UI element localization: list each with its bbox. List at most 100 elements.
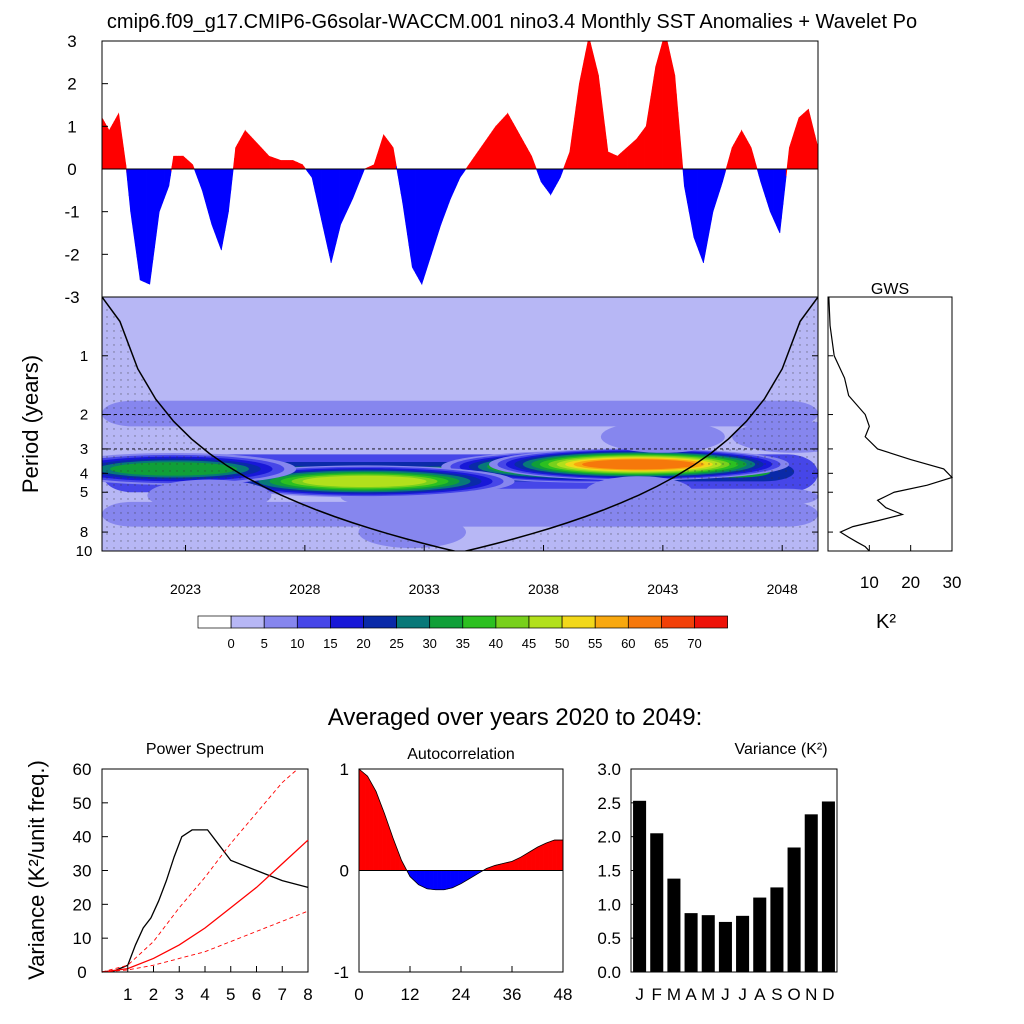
y-tick-label: 1.0 [597, 895, 621, 914]
variance-bar [770, 887, 784, 972]
anomaly-fill [102, 41, 818, 286]
autocorrelation-segment [552, 839, 555, 871]
autocorrelation-segment [518, 856, 521, 871]
wavelet-contour [582, 459, 696, 470]
autocorrelation-segment [456, 870, 460, 887]
wavelet-y-ticks: 1 2 3 4 5 8 10 [76, 348, 818, 560]
anomaly-panel: 3 2 1 0 -1 -2 -3 [64, 32, 819, 307]
colorbar-swatch [363, 615, 397, 629]
autocorrelation-segment [513, 858, 517, 871]
autocorrelation-segment [367, 775, 370, 871]
y-tick-label: 1.5 [597, 862, 621, 881]
x-tick-label: O [787, 985, 800, 1004]
variance-bar [633, 800, 647, 972]
autocorrelation-segment [535, 846, 538, 871]
gws-frame [827, 296, 953, 552]
x-tick-label: N [805, 985, 817, 1004]
gws-x-label: K² [876, 611, 896, 633]
y-tick-label: -3 [64, 288, 79, 307]
autocorrelation-segment [554, 839, 557, 871]
y-tick-label: 20 [73, 895, 92, 914]
colorbar-label: 0 [227, 636, 234, 651]
spectrum-line-spectrum [101, 829, 309, 973]
cone-of-influence-line [102, 297, 818, 551]
autocorrelation-segment [545, 841, 549, 871]
colorbar-swatch [296, 615, 331, 629]
variance-bar [753, 897, 767, 972]
autocorrelation-segment [526, 851, 530, 871]
colorbar-swatch [528, 615, 563, 629]
y-tick-label: 10 [76, 543, 93, 560]
anomaly-area-segment [192, 164, 195, 170]
autocorrelation-segment [384, 813, 387, 871]
autocorrelation-segment [445, 870, 449, 890]
x-tick-label: F [652, 985, 662, 1004]
colorbar-swatch [495, 615, 530, 629]
colorbar-label: 15 [323, 636, 337, 651]
autocorrelation-segment [511, 859, 515, 871]
anomaly-area-segment [231, 168, 234, 180]
x-tick-label: 2043 [647, 581, 678, 597]
anomaly-y-ticks: 3 2 1 0 -1 -2 -3 [64, 32, 108, 307]
wavelet-frame [101, 296, 819, 552]
autocorrelation-segment [373, 786, 377, 871]
colorbar-label: 50 [555, 636, 569, 651]
y-tick-label: 60 [73, 760, 92, 779]
autocorrelation-segment [388, 825, 392, 871]
y-tick-label: 4 [80, 465, 88, 482]
y-tick-label: 10 [73, 929, 92, 948]
colorbar-label: 55 [588, 636, 602, 651]
x-tick-label: 24 [452, 985, 471, 1004]
y-tick-label: 5 [80, 484, 88, 501]
power-spectrum-title: Power Spectrum [146, 741, 264, 758]
spectrum-line-red-noise [101, 839, 309, 973]
autocorrelation-segment [537, 845, 540, 871]
x-tick-label: 6 [252, 985, 261, 1004]
x-tick-label: 2048 [767, 581, 798, 597]
autocorrelation-segment [448, 870, 451, 890]
colorbar-swatch [429, 615, 464, 629]
colorbar-label: 25 [389, 636, 403, 651]
anomaly-area-segment [680, 149, 684, 170]
y-tick-label: 1 [80, 348, 88, 365]
colorbar-label: 10 [290, 636, 304, 651]
autocorrelation-segment [428, 870, 432, 890]
gws-x-ticks: 10 20 30 [828, 355, 961, 592]
x-tick-label: 5 [226, 985, 235, 1004]
autocorrelation-segment [541, 843, 545, 871]
autocorrelation-segment [550, 840, 553, 871]
x-tick-label: J [738, 985, 747, 1004]
variance-bar [684, 913, 698, 972]
autocorrelation-segment [420, 870, 423, 888]
y-tick-label: -2 [64, 245, 79, 264]
y-tick-label: 3.0 [597, 760, 621, 779]
autocorrelation-segment [520, 855, 523, 871]
colorbar-label: 40 [489, 636, 503, 651]
y-tick-label: 8 [80, 524, 88, 541]
colorbar-swatch [330, 615, 364, 629]
wavelet-panel: 1 2 3 4 5 8 10 2023 2028 2033 2038 2043 2048 Period… [18, 296, 819, 597]
autocorrelation-segment [418, 870, 421, 887]
anomaly-area-segment [561, 168, 564, 174]
anomaly-area-segment [534, 164, 537, 170]
variance-panel: Variance (K²) J F M A M J J A S O N D3.02.52.01.51.… [597, 741, 838, 1004]
power-spectrum-panel: Power Spectrum 1 2 3 4 5 6 7 8 0 10 20 30 40 50 60 Var… [24, 741, 313, 1004]
power-spectrum-y-label: Variance (K²/unit freq.) [24, 760, 49, 980]
autocorrelation-segment [539, 844, 542, 871]
y-tick-label: 0.5 [597, 929, 621, 948]
autocorrelation-segment [530, 849, 534, 871]
colorbar-swatch [627, 615, 662, 629]
autocorrelation-segment [441, 870, 445, 891]
colorbar-swatch [230, 615, 265, 629]
wavelet-contour [600, 420, 725, 453]
gws-line [828, 296, 954, 552]
power-spectrum-frame [101, 768, 309, 973]
y-tick-label: 0 [67, 160, 76, 179]
autocorrelation-segment [426, 870, 430, 890]
x-tick-label: 1 [123, 985, 132, 1004]
colorbar-label: 35 [456, 636, 470, 651]
variance-bar [650, 833, 664, 972]
autocorrelation-segment [522, 854, 525, 871]
autocorrelation-segment [524, 853, 528, 871]
autocorrelation-segment [505, 862, 508, 871]
